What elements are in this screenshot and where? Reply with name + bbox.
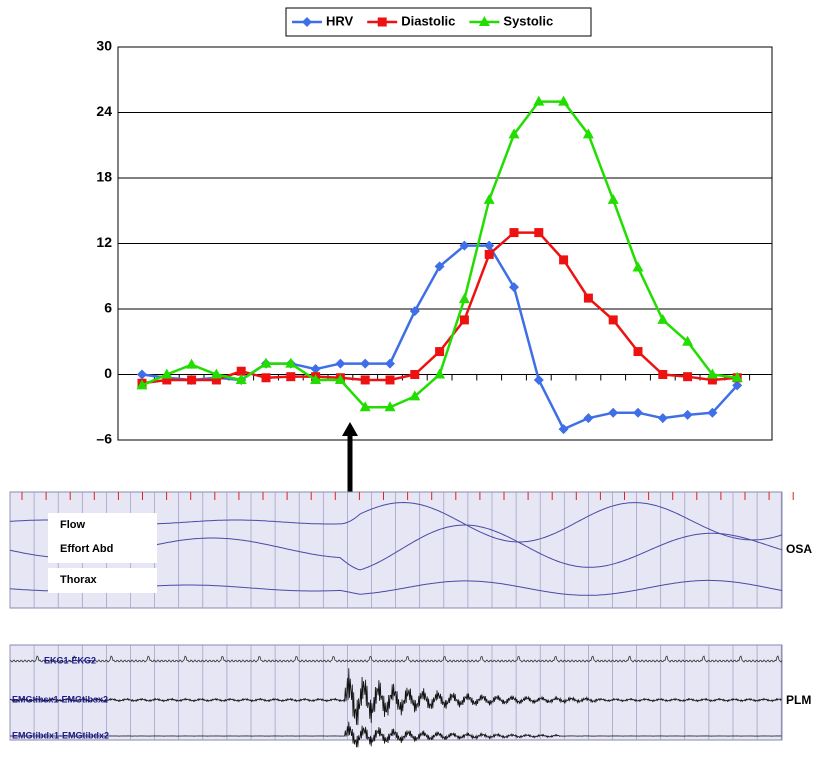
marker xyxy=(558,424,569,435)
marker xyxy=(607,193,619,204)
marker xyxy=(377,17,387,27)
marker xyxy=(508,128,520,139)
marker xyxy=(608,315,618,325)
marker xyxy=(484,249,494,259)
marker xyxy=(286,372,296,382)
marker xyxy=(558,95,570,106)
marker xyxy=(261,373,271,383)
panel-label: PLM xyxy=(786,693,811,707)
marker xyxy=(478,16,490,26)
y-tick-label: 18 xyxy=(96,169,112,185)
marker xyxy=(385,375,395,385)
marker xyxy=(434,368,446,379)
marker xyxy=(384,401,396,412)
trace xyxy=(9,668,782,726)
marker xyxy=(509,228,519,238)
label-box xyxy=(48,568,157,593)
y-tick-label: 30 xyxy=(96,38,112,54)
marker xyxy=(385,358,395,369)
label-box xyxy=(48,513,157,538)
marker xyxy=(484,240,495,251)
y-tick-label: 12 xyxy=(96,234,112,250)
marker xyxy=(410,370,420,379)
marker xyxy=(409,306,420,317)
channel-label: EMGtibdx1-EMGtibdx2 xyxy=(12,730,109,740)
marker xyxy=(707,375,717,385)
marker xyxy=(483,193,495,204)
marker xyxy=(260,357,272,368)
marker xyxy=(682,409,693,420)
marker xyxy=(360,358,371,369)
marker xyxy=(633,347,643,357)
marker xyxy=(136,379,148,390)
marker xyxy=(731,371,743,382)
channel-label: Flow xyxy=(60,519,85,531)
marker xyxy=(583,293,593,303)
marker xyxy=(137,369,147,380)
marker xyxy=(335,358,346,369)
marker xyxy=(683,372,693,382)
marker xyxy=(633,407,643,418)
marker xyxy=(657,313,669,324)
marker xyxy=(285,357,297,368)
marker xyxy=(236,366,246,376)
marker xyxy=(162,375,172,385)
marker xyxy=(302,17,312,27)
marker xyxy=(706,368,718,379)
marker xyxy=(360,375,370,385)
marker xyxy=(210,368,222,379)
marker xyxy=(732,380,743,391)
marker xyxy=(235,373,247,384)
marker xyxy=(707,407,718,418)
legend-box xyxy=(285,7,592,37)
channel-label: Thorax xyxy=(60,574,98,586)
marker xyxy=(458,293,470,304)
marker xyxy=(435,347,445,357)
marker xyxy=(310,364,321,375)
marker xyxy=(658,370,668,379)
channel-label: EMGtibsx1-EMGtibsx2 xyxy=(12,694,108,704)
marker xyxy=(187,375,197,385)
marker xyxy=(559,255,569,265)
trace xyxy=(9,655,783,663)
legend-label: Systolic xyxy=(503,13,553,28)
marker xyxy=(310,373,322,384)
marker xyxy=(186,358,198,369)
marker xyxy=(509,282,519,293)
panel-label: OSA xyxy=(786,542,812,556)
trace xyxy=(10,721,782,748)
marker xyxy=(334,373,346,384)
marker xyxy=(533,374,544,385)
label-box xyxy=(48,538,157,563)
marker xyxy=(533,95,545,106)
marker xyxy=(632,261,644,272)
marker xyxy=(409,390,421,401)
y-tick-label: 0 xyxy=(104,365,112,381)
marker xyxy=(359,401,371,412)
marker xyxy=(682,335,694,346)
legend-label: HRV xyxy=(326,13,354,28)
channel-label: Effort Abd xyxy=(60,543,113,555)
marker xyxy=(608,407,619,418)
marker xyxy=(211,375,221,385)
marker xyxy=(583,413,594,424)
marker xyxy=(459,240,470,251)
marker xyxy=(434,261,445,272)
y-tick-label: 6 xyxy=(104,300,112,316)
marker xyxy=(657,413,668,424)
marker xyxy=(534,228,544,238)
channel-label: EKG1-EKG2 xyxy=(44,655,96,665)
marker xyxy=(161,368,173,379)
legend-label: Diastolic xyxy=(401,13,455,28)
y-tick-label: –6 xyxy=(96,431,112,447)
y-tick-label: 24 xyxy=(96,103,112,119)
marker xyxy=(459,315,469,325)
marker xyxy=(582,128,594,139)
